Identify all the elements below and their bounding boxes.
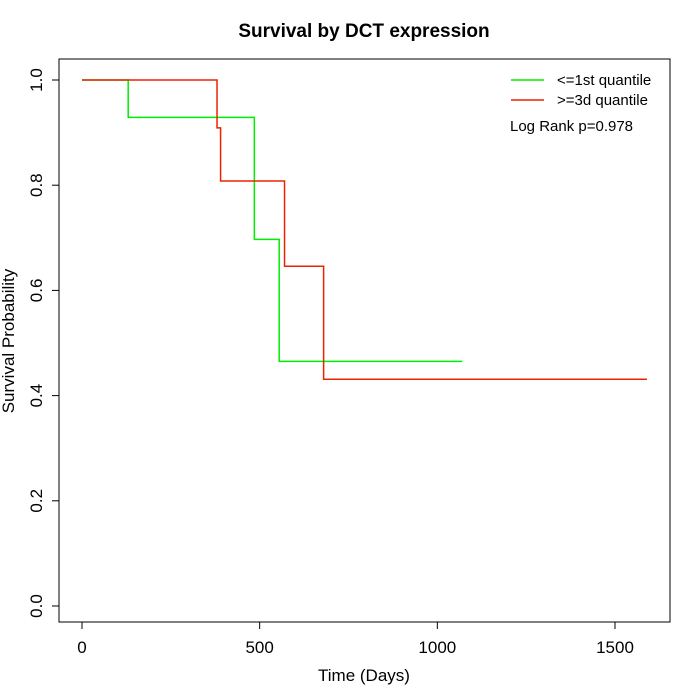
x-tick-label: 1000 — [418, 638, 456, 657]
log-rank-annotation: Log Rank p=0.978 — [510, 118, 633, 135]
chart-title: Survival by DCT expression — [238, 21, 489, 42]
series-layer — [82, 79, 647, 381]
y-tick-label: 0.4 — [27, 384, 46, 408]
y-axis: 0.0 0.2 0.4 0.6 0.8 1.0 — [27, 68, 60, 618]
y-tick-label: 0.0 — [27, 594, 46, 618]
y-tick-label: 0.2 — [27, 489, 46, 513]
y-tick-label: 1.0 — [27, 68, 46, 92]
x-axis: 0 500 1000 1500 — [77, 621, 634, 657]
y-axis-label: Survival Probability — [0, 268, 18, 413]
series-line-2 — [82, 79, 647, 381]
y-tick-label: 0.8 — [27, 173, 46, 197]
y-tick-label: 0.6 — [27, 279, 46, 303]
series-line-1 — [82, 79, 463, 363]
legend-label: >=3d quantile — [557, 92, 648, 109]
x-tick-label: 1500 — [596, 638, 634, 657]
x-tick-label: 500 — [245, 638, 273, 657]
plot-frame — [58, 58, 671, 623]
legend: <=1st quantile >=3d quantile — [511, 72, 651, 109]
legend-label: <=1st quantile — [557, 72, 651, 89]
x-axis-label: Time (Days) — [318, 666, 410, 685]
x-tick-label: 0 — [77, 638, 86, 657]
